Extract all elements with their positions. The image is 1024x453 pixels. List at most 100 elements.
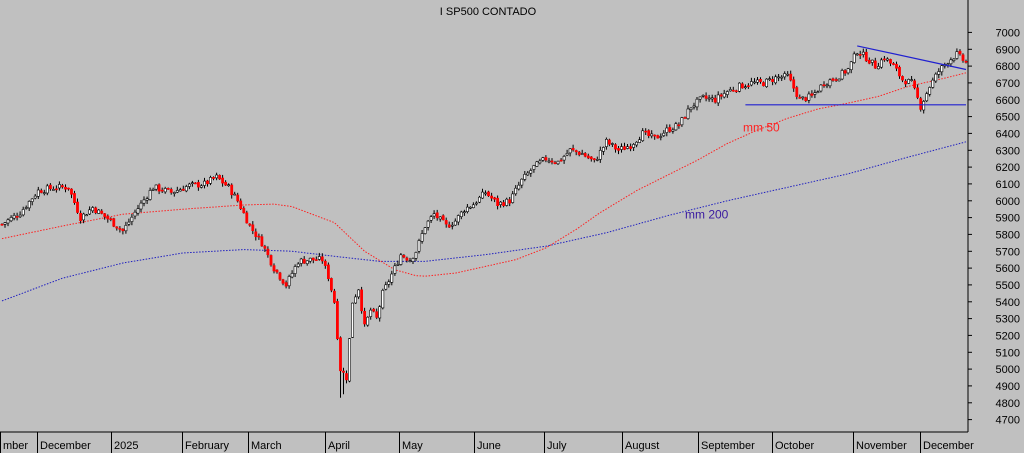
candle-body <box>381 289 385 309</box>
candle-body <box>420 233 424 242</box>
candle-body <box>734 90 738 92</box>
candle-body <box>598 150 602 160</box>
candle-body <box>163 188 167 193</box>
candle-body <box>828 79 832 87</box>
candle-body <box>438 216 442 220</box>
candle-body <box>538 160 542 164</box>
candle-body <box>387 281 391 285</box>
candle-body <box>121 228 125 232</box>
candle-body <box>447 224 451 228</box>
candle-body <box>97 209 101 214</box>
candle-body <box>145 198 149 201</box>
candle-body <box>100 210 104 214</box>
candle-body <box>837 78 841 82</box>
candle-body <box>955 51 959 59</box>
candle-body <box>76 201 79 213</box>
y-tick-label: 5900 <box>996 213 1020 225</box>
candle-body <box>698 96 702 100</box>
candle-body <box>583 153 587 157</box>
candle-body <box>351 302 354 338</box>
candle-body <box>586 155 590 159</box>
y-tick-label: 6700 <box>996 78 1020 90</box>
candle-body <box>481 191 484 199</box>
candle-body <box>556 160 560 165</box>
candle-body <box>565 153 569 156</box>
x-tick-label: March <box>251 440 282 452</box>
candle-body <box>753 81 756 84</box>
candle-body <box>6 219 10 224</box>
candle-body <box>12 215 16 219</box>
candle-body <box>166 188 170 190</box>
candle-body <box>215 174 219 179</box>
candle-body <box>94 207 98 213</box>
candle-body <box>239 200 243 209</box>
candle-body <box>550 160 554 163</box>
candle-body <box>641 130 645 142</box>
candle-body <box>710 97 714 100</box>
candle-body <box>949 59 953 65</box>
candle-body <box>139 202 143 210</box>
candle-body <box>124 225 128 232</box>
candle-body <box>408 260 412 263</box>
candle-body <box>411 258 415 262</box>
candle-body <box>925 93 929 102</box>
candle-body <box>867 59 871 64</box>
candle-body <box>118 228 122 230</box>
candle-body <box>3 222 7 225</box>
candle-body <box>644 130 648 133</box>
candle-body <box>728 89 732 92</box>
candle-body <box>390 273 394 283</box>
candle-body <box>783 73 787 78</box>
candle-body <box>197 182 200 188</box>
candle-body <box>435 212 439 219</box>
candle-body <box>157 184 161 192</box>
candle-body <box>363 310 367 325</box>
candle-body <box>191 182 194 184</box>
candle-body <box>898 66 901 77</box>
candle-body <box>653 134 657 137</box>
candle-body <box>574 150 578 153</box>
candle-body <box>67 187 70 190</box>
ma200-label: mm 200 <box>685 207 729 221</box>
candle-body <box>532 165 536 170</box>
candle-body <box>317 256 321 260</box>
candle-body <box>45 185 49 194</box>
y-tick-label: 4900 <box>996 381 1020 393</box>
candle-body <box>544 157 548 161</box>
candle-body <box>490 195 494 199</box>
candle-body <box>257 235 261 238</box>
y-tick-label: 5400 <box>996 297 1020 309</box>
candle-body <box>964 60 968 63</box>
candle-body <box>115 226 119 229</box>
candle-body <box>27 201 31 209</box>
y-tick-label: 4800 <box>996 398 1020 410</box>
y-axis: 4700 4800 4900 5000 5100 5200 5300 5400 5500 5600… <box>967 0 1020 432</box>
candle-body <box>659 136 663 138</box>
candle-body <box>792 79 796 89</box>
candle-body <box>505 198 509 206</box>
candle-body <box>571 148 575 151</box>
candle-body <box>423 227 427 234</box>
candle-body <box>278 272 282 280</box>
candle-body <box>662 132 666 136</box>
candle-body <box>786 73 790 76</box>
candle-body <box>822 84 826 87</box>
candle-body <box>961 54 965 61</box>
candle-body <box>879 59 883 68</box>
y-tick-label: 4700 <box>996 415 1020 427</box>
y-tick-label: 5300 <box>996 314 1020 326</box>
candle-body <box>109 218 113 220</box>
y-tick-label: 5100 <box>996 347 1020 359</box>
candle-body <box>749 81 753 86</box>
candle-body <box>765 78 769 87</box>
y-tick-label: 5000 <box>996 364 1020 376</box>
candle-body <box>48 184 52 190</box>
candle-body <box>269 255 273 266</box>
candle-body <box>203 180 206 186</box>
candle-body <box>638 139 642 143</box>
y-tick-label: 5500 <box>996 280 1020 292</box>
x-axis: mber December 2025 February March April May Jun… <box>0 431 974 453</box>
candle-body <box>453 220 457 226</box>
candle-body <box>647 130 651 137</box>
candle-body <box>314 259 318 261</box>
